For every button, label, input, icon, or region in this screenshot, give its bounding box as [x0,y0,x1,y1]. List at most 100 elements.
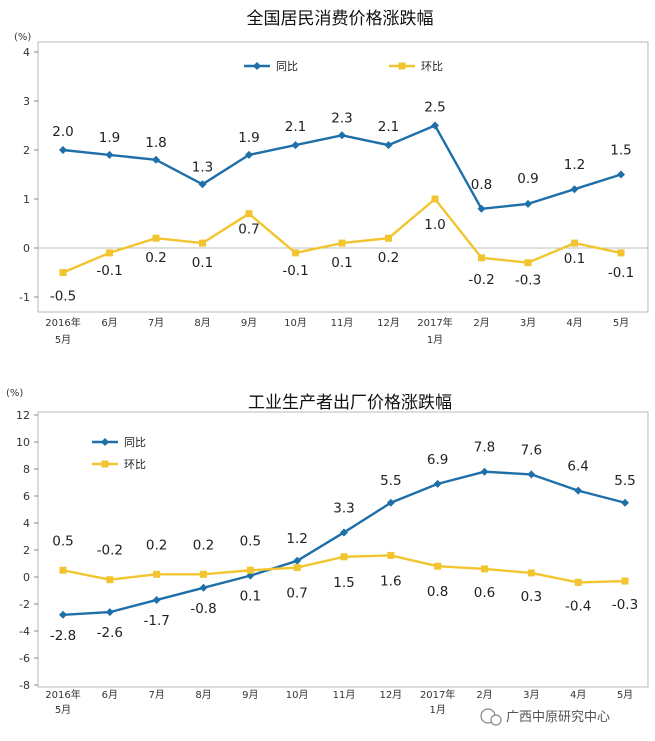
cpi-series-1-data-label: 0.2 [378,250,399,266]
cpi-series-0-point [477,204,486,213]
ppi-series-1-point [246,566,254,574]
ppi-series-1-data-label: 0.3 [521,589,542,605]
cpi-series-1-data-label: -0.3 [515,273,541,289]
cpi-series-1-data-label: -0.1 [282,263,308,279]
ppi-series-0-data-label: 6.4 [567,459,588,475]
ppi-series-1-point [434,562,442,570]
ppi-series-0-data-label: 1.2 [286,531,307,547]
ppi-series-1-point [387,551,395,559]
cpi-y-tick-label: -1 [19,291,30,304]
cpi-legend-marker-0 [253,62,261,70]
ppi-x-tick-label: 2017年 [420,688,455,701]
cpi-series-1-data-label: 0.2 [145,250,166,266]
ppi-series-0-data-label: -0.8 [190,601,216,617]
cpi-series-1-data-label: -0.1 [608,265,634,281]
cpi-series-1-data-label: -0.2 [468,272,494,288]
ppi-y-tick-label: 2 [23,544,30,557]
ppi-series-0-point [199,583,208,592]
ppi-series-1-data-label: -0.2 [97,543,123,559]
ppi-y-tick-label: 4 [23,517,30,530]
cpi-y-unit: (%) [14,32,31,43]
ppi-series-1-point [59,566,67,574]
ppi-series-1-data-label: 0.6 [474,585,495,601]
cpi-series-0-data-label: 2.1 [378,119,399,135]
ppi-series-1-data-label: 0.2 [193,537,214,553]
ppi-y-tick-label: -4 [19,625,30,638]
cpi-y-tick-label: 0 [23,242,30,255]
cpi-series-0-data-label: 1.8 [145,135,166,151]
cpi-series-1-point [385,234,392,242]
cpi-series-1-data-label: 0.1 [331,255,352,271]
cpi-series-0-data-label: 0.8 [471,177,492,193]
cpi-series-1-data-label: 0.1 [564,251,585,267]
cpi-chart: 全国居民消费价格涨跌幅 (%) 4 3 2 1 0 -1 2016年 5月 6月 7月 8月 9月 10… [14,9,649,346]
cpi-series-1-data-label: 0.7 [238,222,259,238]
cpi-series-0-point [245,150,253,159]
ppi-series-0-data-label: 7.6 [521,442,542,458]
cpi-series-1-point [106,249,113,257]
watermark-text: 广西中原研究中心 [506,710,610,725]
ppi-series-1-data-label: 1.5 [333,575,354,591]
ppi-legend-marker-0 [101,438,109,446]
cpi-series-1-data-label: -0.1 [96,263,122,279]
ppi-series-0-point [386,498,395,507]
cpi-x-tick-label: 3月 [520,317,536,329]
watermark: 广西中原研究中心 [480,708,610,726]
cpi-legend-label-0: 同比 [276,60,298,73]
cpi-series-1-point [199,239,206,247]
cpi-x-tick-label: 2016年 [45,316,80,329]
cpi-chart-title: 全国居民消费价格涨跌幅 [247,9,434,29]
cpi-y-tick-label: 4 [23,46,30,59]
cpi-series-0-data-label: 2.0 [52,124,73,140]
ppi-x-tick-label-line2: 1月 [429,704,445,716]
cpi-series-0-data-label: 1.2 [564,157,585,173]
ppi-x-tick-label: 9月 [242,689,258,701]
ppi-series-1-data-label: 0.5 [52,533,73,549]
cpi-x-tick-label: 9月 [241,317,257,329]
cpi-y-tick-label: 1 [23,193,30,206]
ppi-x-tick-label: 7月 [148,689,164,701]
cpi-series-1-point [431,195,439,203]
cpi-series-0-point [198,180,207,189]
cpi-series-0-data-label: 1.3 [192,159,213,175]
ppi-y-tick-label: -6 [19,652,30,665]
ppi-series-1-data-label: 0.8 [427,584,448,600]
ppi-series-0-point [59,610,67,619]
cpi-series-1-point [524,259,532,267]
cpi-x-tick-label: 6月 [101,317,117,329]
cpi-series-0-point [524,199,532,208]
cpi-series-1-point [617,249,625,257]
ppi-series-0-point [621,498,629,507]
ppi-y-tick-label: 12 [16,409,30,422]
cpi-series-0-data-label: 2.5 [424,100,445,116]
ppi-legend-marker-1 [101,460,109,468]
ppi-legend-label-1: 环比 [124,458,146,471]
ppi-series-0-point [480,467,489,476]
ppi-series-0-point [105,608,114,617]
cpi-legend-label-1: 环比 [421,60,443,73]
ppi-series-1-point [153,570,161,578]
cpi-x-tick-label: 5月 [613,317,629,329]
ppi-y-tick-label: 8 [23,463,30,476]
ppi-series-0-point [152,595,161,604]
cpi-series-0-data-label: 2.3 [331,110,352,126]
ppi-series-0-data-label: 7.8 [474,440,495,456]
ppi-x-tick-label: 11月 [333,689,356,701]
cpi-series-0-point [431,121,439,130]
ppi-series-1-point [621,577,629,585]
ppi-series-0-data-label: -2.6 [97,625,123,641]
ppi-series-0-point [340,528,348,537]
ppi-x-tick-label: 12月 [379,689,402,701]
cpi-series-0-data-label: 0.9 [517,171,538,187]
cpi-series-0-point [338,131,346,140]
cpi-x-tick-label: 4月 [566,317,582,329]
cpi-series-1-point [245,210,253,218]
ppi-series-0-data-label: 6.9 [427,452,448,468]
ppi-y-tick-label: 6 [23,490,30,503]
cpi-series-0-data-label: 2.1 [285,119,306,135]
ppi-series-1-data-label: 0.2 [146,537,167,553]
cpi-x-tick-label: 7月 [148,317,164,329]
ppi-chart-title: 工业生产者出厂价格涨跌幅 [248,393,452,413]
cpi-x-tick-label: 11月 [331,317,354,329]
